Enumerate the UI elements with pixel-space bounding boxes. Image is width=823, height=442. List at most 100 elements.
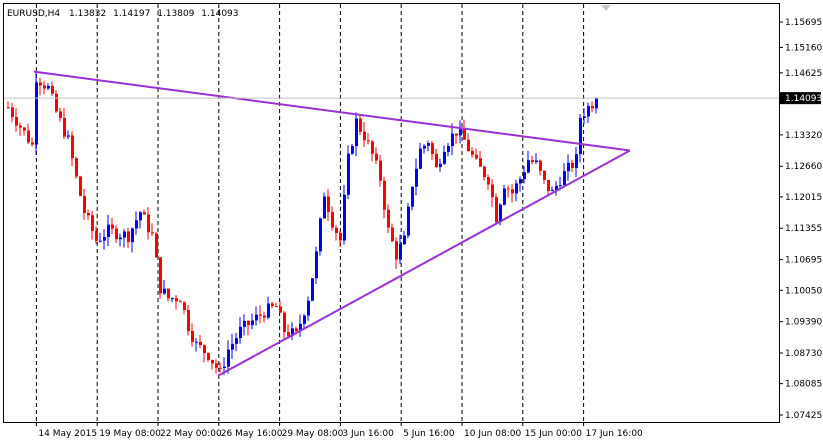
candle-body xyxy=(423,145,426,149)
candle-body xyxy=(567,162,570,172)
candle-body xyxy=(407,206,410,236)
plot-frame xyxy=(3,3,780,423)
candle-body xyxy=(111,224,114,229)
candle-body xyxy=(595,98,598,109)
candle-body xyxy=(555,185,558,190)
candle-body xyxy=(123,231,126,238)
candle-body xyxy=(359,118,362,132)
candle-body xyxy=(15,117,18,126)
candle-body xyxy=(387,209,390,228)
x-tick-label: 14 May 2015 xyxy=(38,429,97,439)
candle-body xyxy=(315,251,318,279)
x-tick-label: 3 Jun 16:00 xyxy=(342,429,394,439)
candle-body xyxy=(503,188,506,205)
candle-body xyxy=(259,314,262,316)
candle-body xyxy=(519,179,522,184)
y-tick-label: 1.10695 xyxy=(785,256,822,266)
candle-body xyxy=(391,227,394,242)
candle-body xyxy=(91,215,94,231)
trendline xyxy=(33,70,631,152)
candle-body xyxy=(243,320,246,327)
candle-body xyxy=(511,189,514,194)
candle-body xyxy=(47,86,50,89)
y-tick-label: 1.10050 xyxy=(785,286,822,296)
candle-body xyxy=(207,353,210,360)
trendline-layer xyxy=(33,70,631,377)
x-tick-label: 15 Jun 00:00 xyxy=(525,429,582,439)
candle-body xyxy=(363,131,366,141)
candle-body xyxy=(283,312,286,333)
candle-body xyxy=(27,130,30,143)
candle-body xyxy=(319,218,322,252)
y-tick-label: 1.13320 xyxy=(785,131,822,141)
candle-body xyxy=(147,214,150,233)
candle-body xyxy=(275,306,278,308)
candle-body xyxy=(323,196,326,219)
candle-body xyxy=(471,151,474,155)
candle-body xyxy=(195,341,198,343)
candle-body xyxy=(67,135,70,137)
candle-body xyxy=(551,189,554,191)
candle-body xyxy=(539,160,542,171)
candle-body xyxy=(463,129,466,140)
y-tick-label: 1.08730 xyxy=(785,349,822,359)
candle-body xyxy=(127,231,130,243)
x-axis: 14 May 2015 19 May 08:00 22 May 00:00 26 Ma… xyxy=(35,422,643,439)
candle-body xyxy=(371,141,374,154)
candle-body xyxy=(159,257,162,294)
candle-layer xyxy=(7,72,598,375)
candle-body xyxy=(547,179,550,191)
candle-body xyxy=(31,142,34,145)
candle-body xyxy=(175,298,178,302)
candle-body xyxy=(515,183,518,194)
candle-body xyxy=(119,237,122,240)
candle-body xyxy=(83,195,86,214)
x-tick-label: 10 Jun 08:00 xyxy=(464,429,521,439)
candle-body xyxy=(7,107,10,109)
candle-body xyxy=(531,160,534,162)
candle-body xyxy=(527,160,530,173)
candle-body xyxy=(403,235,406,245)
candle-body xyxy=(35,82,38,145)
candle-body xyxy=(543,170,546,180)
candle-body xyxy=(271,303,274,307)
candle-body xyxy=(379,160,382,181)
candle-body xyxy=(339,232,342,241)
candle-body xyxy=(587,106,590,117)
shift-marker-icon[interactable] xyxy=(601,5,611,11)
candle-body xyxy=(279,306,282,313)
candle-body xyxy=(375,153,378,161)
x-tick-label: 22 May 00:00 xyxy=(160,429,222,439)
open-value: 1.13832 xyxy=(69,9,106,19)
candle-body xyxy=(443,151,446,164)
candle-body xyxy=(55,93,58,112)
candle-body xyxy=(523,172,526,180)
candle-body xyxy=(183,302,186,310)
trendline xyxy=(217,149,631,377)
candle-body xyxy=(179,301,182,303)
candle-body xyxy=(135,220,138,229)
candle-body xyxy=(467,139,470,152)
candle-body xyxy=(171,298,174,300)
svg-text:EURUSD,H4 1.13832: EURUSD,H4 1.13832 1.14197 1.13809 1.1409… xyxy=(7,9,239,19)
candle-body xyxy=(395,241,398,260)
candle-body xyxy=(343,194,346,241)
candle-body xyxy=(103,237,106,241)
y-tick-label: 1.12015 xyxy=(785,193,822,203)
candle-body xyxy=(299,323,302,332)
candle-body xyxy=(303,315,306,324)
candle-body xyxy=(211,359,214,364)
candle-body xyxy=(483,166,486,178)
candle-body xyxy=(499,204,502,223)
y-tick-label: 1.07425 xyxy=(785,411,822,421)
candle-body xyxy=(419,148,422,169)
candle-body xyxy=(11,107,14,118)
candle-body xyxy=(19,125,22,128)
y-tick-label: 1.15695 xyxy=(785,18,822,28)
candle-body xyxy=(575,154,578,168)
candle-body xyxy=(459,129,462,136)
candle-body xyxy=(451,133,454,147)
candle-body xyxy=(431,143,434,154)
candle-body xyxy=(115,228,118,240)
